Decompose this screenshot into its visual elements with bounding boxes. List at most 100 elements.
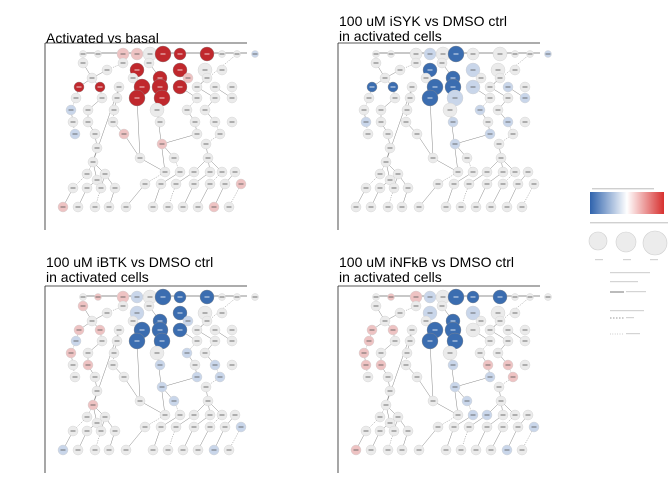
node-label-mark bbox=[387, 147, 393, 149]
node-label-mark bbox=[202, 109, 208, 111]
node-label-mark bbox=[85, 121, 91, 123]
node-label-mark bbox=[192, 364, 198, 366]
node-label-mark bbox=[180, 206, 186, 208]
node-label-mark bbox=[447, 352, 453, 354]
node-label-mark bbox=[229, 364, 235, 366]
node-label-mark bbox=[177, 414, 183, 416]
node-label-mark bbox=[404, 109, 410, 111]
node-label-mark bbox=[70, 121, 76, 123]
node-label-mark bbox=[217, 376, 223, 378]
node-label-mark bbox=[112, 187, 118, 189]
network-edge bbox=[429, 97, 434, 159]
node-label-mark bbox=[92, 133, 98, 135]
node-label-mark bbox=[80, 296, 86, 298]
node-label-mark bbox=[150, 206, 156, 208]
panel-title-line1: Activated vs basal bbox=[46, 30, 159, 46]
node-label-mark bbox=[177, 329, 183, 331]
node-label-mark bbox=[432, 86, 438, 88]
node-label-mark bbox=[382, 320, 388, 322]
node-label-mark bbox=[392, 340, 398, 342]
node-label-mark bbox=[217, 133, 223, 135]
node-label-mark bbox=[522, 86, 528, 88]
node-label-mark bbox=[85, 109, 91, 111]
node-label-mark bbox=[139, 86, 145, 88]
panel-title-line2: in activated cells bbox=[46, 269, 149, 285]
node-label-mark bbox=[104, 69, 110, 71]
node-label-mark bbox=[440, 53, 446, 55]
node-label-mark bbox=[120, 62, 126, 64]
node-label-mark bbox=[473, 206, 479, 208]
legend-edge-label-faint bbox=[626, 317, 634, 319]
node-label-mark bbox=[68, 109, 74, 111]
node-label-mark bbox=[378, 364, 384, 366]
node-label-mark bbox=[378, 352, 384, 354]
node-label-mark bbox=[452, 97, 458, 99]
node-label-mark bbox=[194, 133, 200, 135]
node-label-mark bbox=[427, 340, 433, 342]
node-label-mark bbox=[495, 352, 501, 354]
node-label-mark bbox=[219, 312, 225, 314]
node-label-mark bbox=[484, 171, 490, 173]
node-label-mark bbox=[450, 329, 456, 331]
legend-edge-label-faint bbox=[610, 281, 638, 283]
node-label-mark bbox=[453, 53, 459, 55]
node-label-mark bbox=[397, 69, 403, 71]
node-label-mark bbox=[191, 426, 197, 428]
legend-edge-label-faint bbox=[626, 291, 646, 293]
node-label-mark bbox=[385, 206, 391, 208]
node-label-mark bbox=[485, 121, 491, 123]
node-label-mark bbox=[395, 416, 401, 418]
node-label-mark bbox=[146, 305, 152, 307]
node-label-mark bbox=[450, 86, 456, 88]
network-edge bbox=[161, 376, 198, 388]
node-label-mark bbox=[427, 69, 433, 71]
panel-title-line1: 100 uM iSYK vs DMSO ctrl bbox=[339, 13, 508, 29]
node-label-mark bbox=[477, 352, 483, 354]
node-label-mark bbox=[232, 171, 238, 173]
legend-edge-label-faint bbox=[610, 310, 644, 312]
node-label-mark bbox=[495, 109, 501, 111]
node-label-mark bbox=[121, 376, 127, 378]
node-label-mark bbox=[95, 296, 101, 298]
node-label-mark bbox=[484, 426, 490, 428]
panel-title-line1: 100 uM iNFkB vs DMSO ctrl bbox=[339, 254, 515, 270]
node-label-mark bbox=[173, 183, 179, 185]
node-label-mark bbox=[505, 86, 511, 88]
node-label-mark bbox=[369, 329, 375, 331]
node-label-mark bbox=[160, 53, 166, 55]
node-label-mark bbox=[414, 376, 420, 378]
node-label-mark bbox=[60, 449, 66, 451]
node-label-mark bbox=[185, 77, 191, 79]
node-label-mark bbox=[504, 449, 510, 451]
node-label-mark bbox=[500, 414, 506, 416]
node-label-mark bbox=[353, 449, 359, 451]
node-label-mark bbox=[484, 414, 490, 416]
node-label-mark bbox=[212, 97, 218, 99]
node-label-mark bbox=[488, 449, 494, 451]
node-label-mark bbox=[159, 97, 165, 99]
node-label-mark bbox=[84, 416, 90, 418]
node-label-mark bbox=[68, 352, 74, 354]
node-label-mark bbox=[75, 206, 81, 208]
panel-title-infkb: 100 uM iNFkB vs DMSO ctrl in activated ce… bbox=[339, 255, 514, 285]
node-label-mark bbox=[177, 171, 183, 173]
node-label-mark bbox=[504, 206, 510, 208]
node-label-mark bbox=[134, 296, 140, 298]
node-label-mark bbox=[487, 133, 493, 135]
node-label-mark bbox=[191, 414, 197, 416]
node-label-mark bbox=[211, 206, 217, 208]
node-label-mark bbox=[154, 109, 160, 111]
node-label-mark bbox=[505, 364, 511, 366]
node-label-mark bbox=[219, 69, 225, 71]
node-label-mark bbox=[226, 449, 232, 451]
node-label-mark bbox=[495, 69, 501, 71]
node-label-mark bbox=[157, 320, 163, 322]
node-label-mark bbox=[387, 422, 393, 424]
node-label-mark bbox=[363, 187, 369, 189]
node-label-mark bbox=[234, 296, 240, 298]
node-label-mark bbox=[399, 449, 405, 451]
node-label-mark bbox=[219, 296, 225, 298]
node-label-mark bbox=[510, 376, 516, 378]
node-label-mark bbox=[464, 400, 470, 402]
node-label-mark bbox=[496, 386, 502, 388]
